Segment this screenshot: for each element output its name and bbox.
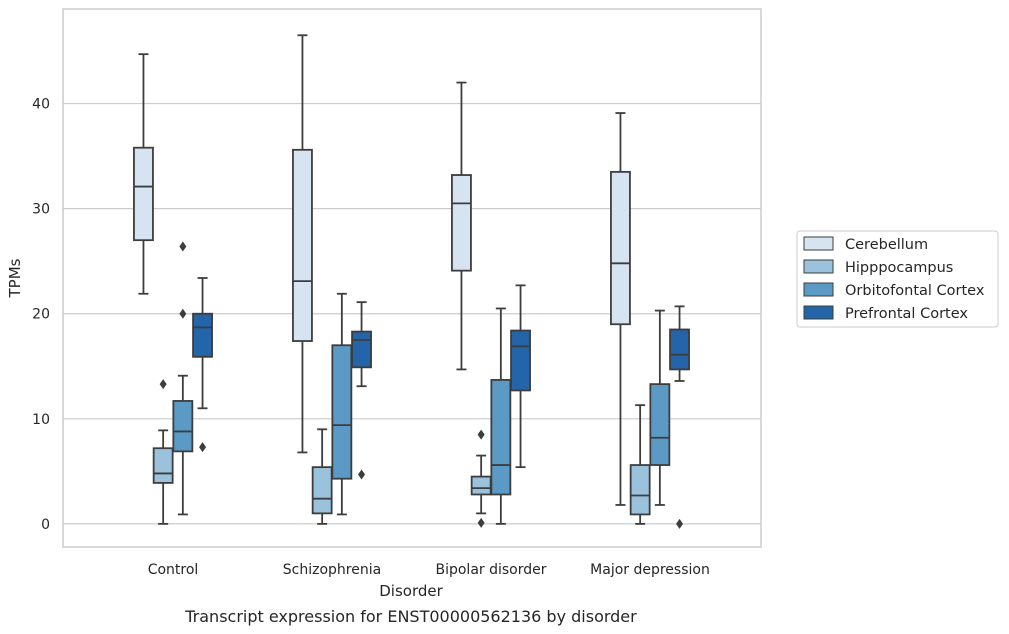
legend-swatch <box>803 282 834 297</box>
legend-label: Hipppocampus <box>845 260 953 276</box>
x-axis-label: Disorder <box>379 582 443 600</box>
box-cerebellum <box>292 34 313 454</box>
iqr-box <box>172 400 194 453</box>
iqr-box <box>192 312 213 358</box>
box-orbitofontal-cortex <box>172 241 194 516</box>
iqr-box <box>490 379 512 496</box>
box-hipppocampus <box>311 428 333 525</box>
legend-swatch <box>803 259 834 274</box>
outlier-point <box>179 241 187 252</box>
box-orbitofontal-cortex <box>331 292 353 516</box>
y-tick-label: 30 <box>32 202 50 218</box>
outlier-point <box>358 469 366 480</box>
legend-label: Prefrontal Cortex <box>845 306 968 322</box>
y-axis-label: TPMs <box>6 258 24 298</box>
box-prefrontal-cortex <box>351 301 372 480</box>
box-cerebellum <box>451 81 472 371</box>
box-orbitofontal-cortex <box>490 307 512 525</box>
iqr-box <box>649 383 671 466</box>
iqr-box <box>292 148 313 342</box>
box-orbitofontal-cortex <box>649 309 671 506</box>
legend-label: Orbitofontal Cortex <box>845 283 985 299</box>
iqr-box <box>351 330 372 369</box>
box-prefrontal-cortex <box>510 284 531 469</box>
legend-frame <box>796 230 999 328</box>
iqr-box <box>133 146 154 242</box>
x-tick-label: Schizophrenia <box>283 562 381 578</box>
legend-label: Cerebellum <box>845 237 928 253</box>
iqr-box <box>629 464 651 516</box>
outlier-point <box>179 308 187 319</box>
outlier-point <box>477 429 485 440</box>
legend-swatch <box>803 236 834 251</box>
x-tick-labels: Control Schizophrenia Bipolar disorder Majo… <box>148 562 710 578</box>
plot-frame <box>62 8 762 548</box>
iqr-box <box>510 329 531 392</box>
box-hipppocampus <box>629 404 651 525</box>
box-prefrontal-cortex <box>192 277 213 453</box>
x-tick-label: Control <box>148 562 199 578</box>
y-tick-label: 40 <box>32 97 50 113</box>
x-tick-label: Bipolar disorder <box>435 562 546 578</box>
iqr-box <box>331 344 353 480</box>
iqr-box <box>470 475 492 496</box>
iqr-box <box>610 170 631 326</box>
outlier-point <box>676 518 684 529</box>
outlier-point <box>159 379 167 390</box>
y-tick-labels: 0 10 20 30 40 <box>32 97 50 533</box>
y-tick-label: 20 <box>32 307 50 323</box>
y-tick-label: 0 <box>41 517 50 533</box>
iqr-box <box>152 447 174 484</box>
chart-caption: Transcript expression for ENST0000056213… <box>184 607 637 626</box>
box-cerebellum <box>133 53 154 295</box>
box-hipppocampus <box>470 429 492 528</box>
outlier-point <box>199 442 207 453</box>
iqr-box <box>311 466 333 515</box>
y-tick-label: 10 <box>32 412 50 428</box>
x-tick-label: Major depression <box>590 562 710 578</box>
iqr-box <box>451 174 472 272</box>
box-cerebellum <box>610 112 631 506</box>
iqr-box <box>669 328 690 371</box>
legend: Cerebellum Hipppocampus Orbitofontal Corte… <box>796 230 999 328</box>
legend-swatch <box>803 305 834 320</box>
box-prefrontal-cortex <box>669 305 690 529</box>
outlier-point <box>477 517 485 528</box>
plot-boxes <box>133 34 690 529</box>
box-hipppocampus <box>152 379 174 525</box>
